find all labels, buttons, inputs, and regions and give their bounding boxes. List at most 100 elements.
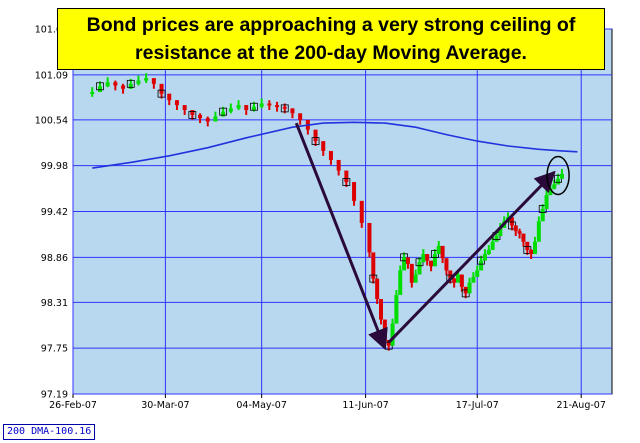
marker-square: [126, 79, 135, 88]
price-body: [456, 274, 460, 283]
price-body: [486, 249, 491, 255]
price-body: [352, 182, 357, 201]
price-body: [479, 260, 484, 271]
price-body: [421, 254, 426, 263]
price-body: [282, 106, 287, 109]
price-body: [379, 299, 383, 320]
marker-square: [188, 111, 197, 119]
price-body: [413, 274, 418, 283]
price-body: [409, 263, 414, 283]
y-tick-label: 100.54: [35, 115, 68, 126]
y-tick-label: 97.75: [41, 344, 68, 355]
x-tick-label: 26-Feb-07: [49, 400, 97, 411]
price-body: [359, 200, 364, 223]
price-body: [475, 270, 480, 277]
price-body: [467, 282, 472, 294]
price-body: [517, 231, 522, 234]
price-body: [121, 85, 126, 89]
trend-arrow: [387, 170, 556, 344]
x-tick-label: 17-Jul-07: [456, 400, 499, 411]
price-body: [151, 78, 156, 84]
marker-square: [250, 102, 258, 111]
price-body: [259, 103, 264, 107]
y-tick-label: 101.65: [35, 25, 68, 36]
price-body: [174, 100, 179, 106]
marker-square: [157, 89, 166, 98]
price-body: [105, 82, 110, 87]
price-body: [144, 78, 149, 81]
price-body: [398, 270, 403, 295]
price-body: [436, 245, 441, 255]
price-body: [298, 113, 303, 120]
price-body: [328, 150, 333, 160]
price-body: [182, 105, 187, 111]
price-body: [459, 274, 464, 287]
price-body: [128, 83, 133, 89]
price-body: [336, 159, 341, 171]
price-body: [321, 141, 326, 151]
price-body: [425, 254, 430, 261]
price-body: [386, 339, 391, 346]
price-body: [498, 227, 503, 237]
price-body: [556, 178, 561, 185]
dma-value-label: 200 DMA-100.16: [3, 424, 96, 440]
price-body: [540, 209, 545, 222]
price-body: [536, 221, 541, 242]
y-axis-tick-labels: 101.65 101.09 100.54 99.98 99.42 98.86 98.31 97…: [35, 25, 68, 401]
price-body: [529, 249, 534, 255]
price-body: [494, 236, 499, 242]
price-body: [205, 118, 210, 122]
price-body: [552, 184, 557, 189]
price-body: [251, 106, 256, 111]
price-body: [405, 257, 410, 264]
y-tick-label: 98.86: [41, 253, 68, 264]
price-body: [417, 262, 422, 275]
price-body: [448, 270, 453, 279]
price-body: [513, 225, 518, 232]
price-body: [213, 116, 218, 122]
price-body: [452, 278, 457, 283]
price-body: [509, 217, 514, 226]
price-body: [559, 173, 564, 179]
marker-square: [96, 82, 104, 91]
price-body: [136, 80, 141, 84]
price-body: [198, 114, 203, 119]
price-body: [544, 195, 549, 210]
marker-square: [280, 104, 289, 113]
y-tick-label: 99.98: [41, 161, 68, 172]
headline-banner: Bond prices are approaching a very stron…: [57, 8, 605, 70]
x-tick-label: 04-May-07: [236, 400, 287, 411]
marker-square: [342, 178, 351, 186]
price-body: [394, 294, 399, 324]
y-tick-label: 98.31: [41, 298, 68, 309]
y-tick-label: 97.19: [41, 390, 68, 401]
x-axis-tick-labels: 26-Feb-07 30-Mar-07 04-May-07 11-Jun-07 17-J…: [49, 400, 606, 411]
price-body: [371, 252, 376, 279]
price-body: [190, 110, 195, 115]
price-body: [429, 260, 434, 267]
trend-arrows: [294, 122, 570, 351]
trend-arrow: [294, 122, 388, 351]
x-tick-label: 21-Aug-07: [557, 400, 606, 411]
price-body: [159, 83, 164, 94]
price-body: [221, 111, 226, 117]
price-body: [367, 222, 372, 253]
y-tick-label: 101.09: [35, 70, 68, 81]
price-body: [471, 276, 476, 283]
price-body: [482, 254, 487, 261]
price-body: [267, 103, 272, 106]
price-body: [344, 170, 349, 183]
marker-square: [219, 107, 228, 116]
price-body: [521, 233, 526, 242]
price-body: [113, 82, 118, 86]
price-body: [432, 254, 437, 267]
moving-average-line: [92, 121, 578, 169]
price-body: [313, 129, 318, 142]
x-tick-label: 30-Mar-07: [141, 400, 189, 411]
price-body: [440, 245, 445, 259]
price-bars: [90, 73, 564, 351]
price-body: [375, 278, 380, 300]
marker-square: [311, 137, 320, 146]
